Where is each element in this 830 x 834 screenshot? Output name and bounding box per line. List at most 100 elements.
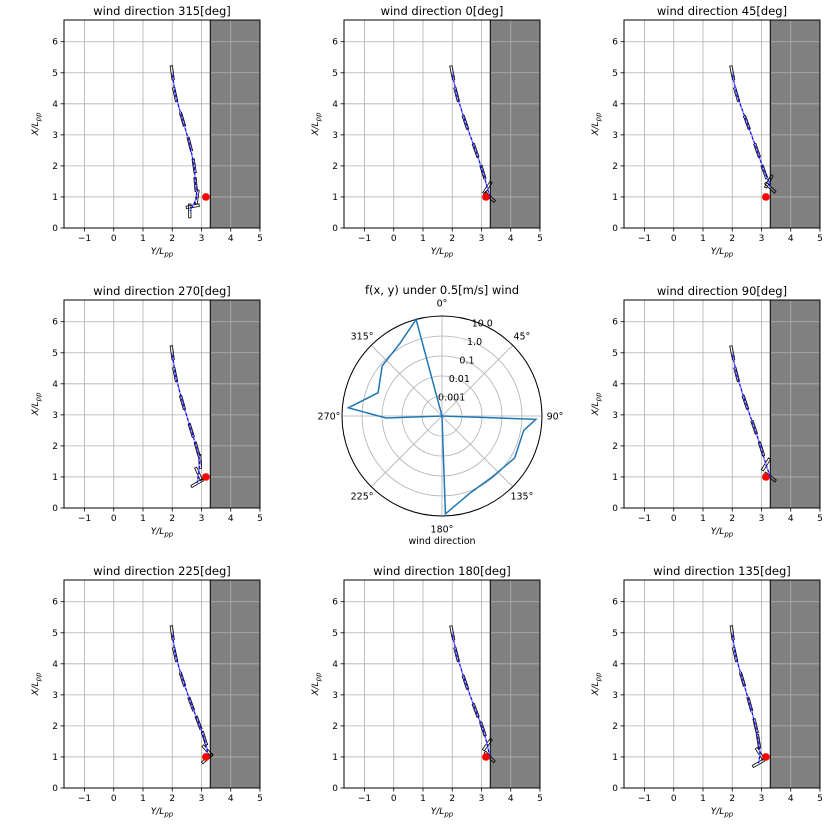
y-tick-label: 0 bbox=[52, 784, 58, 794]
polar-r-label: 0.001 bbox=[438, 393, 465, 404]
x-tick-label: 4 bbox=[228, 514, 234, 524]
y-axis-label: X/Lpp bbox=[31, 672, 43, 697]
ship-hull bbox=[193, 441, 201, 457]
x-tick-label: 1 bbox=[420, 794, 426, 804]
y-tick-label: 3 bbox=[612, 131, 618, 141]
x-tick-label: 3 bbox=[479, 794, 485, 804]
x-tick-label: 2 bbox=[169, 794, 175, 804]
y-tick-label: 4 bbox=[612, 100, 618, 110]
y-tick-label: 2 bbox=[612, 722, 618, 732]
trajectory-panel: wind direction 315[deg] −1 0 1 2 3 4 5 0 1 2 3 4 5 6 Y/… bbox=[31, 4, 263, 259]
quay-wall bbox=[490, 580, 540, 788]
target-point bbox=[202, 193, 210, 201]
y-tick-label: 2 bbox=[52, 722, 58, 732]
y-tick-label: 2 bbox=[332, 722, 338, 732]
x-axis-label: Y/Lpp bbox=[151, 527, 174, 539]
x-axis-label-main: Y/L bbox=[711, 807, 725, 817]
y-tick-label: 6 bbox=[612, 318, 618, 328]
y-tick-label: 3 bbox=[332, 131, 338, 141]
target-point bbox=[482, 193, 490, 201]
y-tick-label: 2 bbox=[52, 442, 58, 452]
y-tick-label: 2 bbox=[612, 442, 618, 452]
y-tick-label: 6 bbox=[52, 38, 58, 48]
x-axis-label: Y/Lpp bbox=[431, 807, 454, 819]
x-tick-label: −1 bbox=[638, 234, 651, 244]
target-point bbox=[482, 753, 490, 761]
trajectory-panel: wind direction 0[deg]−1 0 1 2 3 4 50123456Y/Lp… bbox=[311, 4, 543, 259]
x-tick-label: 5 bbox=[817, 234, 823, 244]
polar-spoke bbox=[441, 345, 513, 417]
x-tick-label: 5 bbox=[537, 234, 543, 244]
ship-hull bbox=[188, 203, 192, 219]
y-tick-label: 0 bbox=[332, 224, 338, 234]
trajectory-panel: wind direction 225[deg] −1 0 1 2 3 4 5 0 1 2 3 4 5 6 Y/… bbox=[31, 564, 263, 819]
ship-hull bbox=[191, 158, 197, 174]
trajectory-center-dash bbox=[451, 632, 490, 758]
trajectory-center-dash bbox=[731, 632, 761, 764]
x-tick-label: 3 bbox=[759, 234, 765, 244]
ship-hull bbox=[186, 136, 194, 152]
y-tick-label: 2 bbox=[332, 162, 338, 172]
polar-theta-label: 180° bbox=[431, 525, 454, 536]
y-axis-label-main: X/L bbox=[311, 121, 321, 136]
polar-theta-label: 225° bbox=[351, 491, 374, 502]
y-axis-label: X/Lpp bbox=[591, 112, 603, 137]
x-tick-label: 2 bbox=[449, 794, 455, 804]
y-tick-label: 4 bbox=[612, 380, 618, 390]
y-tick-label: 6 bbox=[52, 598, 58, 608]
y-axis-label: X/Lpp bbox=[591, 672, 603, 697]
target-point bbox=[202, 753, 210, 761]
x-tick-label: 1 bbox=[420, 234, 426, 244]
y-axis-label-main: X/L bbox=[31, 681, 41, 696]
y-tick-label: 5 bbox=[332, 629, 338, 639]
y-tick-label: 1 bbox=[612, 193, 618, 203]
x-tick-label: 4 bbox=[788, 514, 794, 524]
trajectory-panel: wind direction 270[deg] −1 0 1 2 3 4 5 0 1 2 3 4 5 6 Y/… bbox=[31, 284, 263, 539]
y-tick-label: 0 bbox=[332, 784, 338, 794]
x-axis-label-main: Y/L bbox=[711, 527, 725, 537]
x-axis-label-subscript: pp bbox=[443, 811, 453, 819]
y-tick-label: 4 bbox=[52, 660, 58, 670]
ship-hull bbox=[764, 181, 777, 194]
x-tick-label: 5 bbox=[257, 794, 263, 804]
ship-hull bbox=[751, 758, 766, 769]
x-tick-label: 3 bbox=[479, 234, 485, 244]
x-tick-label: 2 bbox=[729, 234, 735, 244]
x-axis-label-subscript: pp bbox=[163, 251, 173, 259]
y-axis-label: X/Lpp bbox=[311, 112, 323, 137]
x-axis-label-subscript: pp bbox=[723, 531, 733, 539]
x-tick-label: −1 bbox=[358, 794, 371, 804]
trajectory-panel: wind direction 180[deg] −1 0 1 2 3 4 5 0 1 2 3 4 5 6 Y/… bbox=[311, 564, 543, 819]
y-axis-label: X/Lpp bbox=[31, 392, 43, 417]
panel-title: wind direction 180[deg] bbox=[373, 564, 511, 578]
y-axis-label-subscript: pp bbox=[595, 672, 603, 682]
y-tick-label: 2 bbox=[52, 162, 58, 172]
y-axis-label: X/Lpp bbox=[31, 112, 43, 137]
x-axis-label-main: Y/L bbox=[151, 247, 165, 257]
x-tick-label: 2 bbox=[729, 514, 735, 524]
trajectory-line bbox=[731, 632, 761, 764]
x-tick-label: 0 bbox=[671, 514, 677, 524]
x-tick-label: 4 bbox=[508, 234, 514, 244]
x-tick-label: 2 bbox=[729, 794, 735, 804]
x-tick-label: 3 bbox=[199, 234, 205, 244]
polar-spoke bbox=[441, 415, 513, 487]
x-tick-label: −1 bbox=[78, 234, 91, 244]
y-axis-label-main: X/L bbox=[591, 681, 601, 696]
x-tick-label: 1 bbox=[140, 234, 146, 244]
y-tick-label: 4 bbox=[52, 380, 58, 390]
trajectory-center-dash bbox=[171, 72, 198, 212]
x-axis-label: Y/Lpp bbox=[711, 527, 734, 539]
panel-title: wind direction 90[deg] bbox=[657, 284, 787, 298]
y-tick-label: 3 bbox=[332, 691, 338, 701]
x-tick-label: −1 bbox=[638, 514, 651, 524]
x-axis-label: Y/Lpp bbox=[431, 247, 454, 259]
x-tick-label: 5 bbox=[817, 794, 823, 804]
trajectory-panel: wind direction 135[deg] −1 0 1 2 3 4 5 0 1 2 3 4 5 6 Y/… bbox=[591, 564, 823, 819]
y-tick-label: 3 bbox=[612, 691, 618, 701]
y-tick-label: 4 bbox=[612, 660, 618, 670]
y-axis-label: X/Lpp bbox=[311, 672, 323, 697]
y-tick-label: 1 bbox=[612, 473, 618, 483]
y-axis-label-subscript: pp bbox=[35, 672, 43, 682]
polar-panel: f(x, y) under 0.5[m/s] wind 0.001 0.01 0.1 1… bbox=[318, 283, 564, 547]
